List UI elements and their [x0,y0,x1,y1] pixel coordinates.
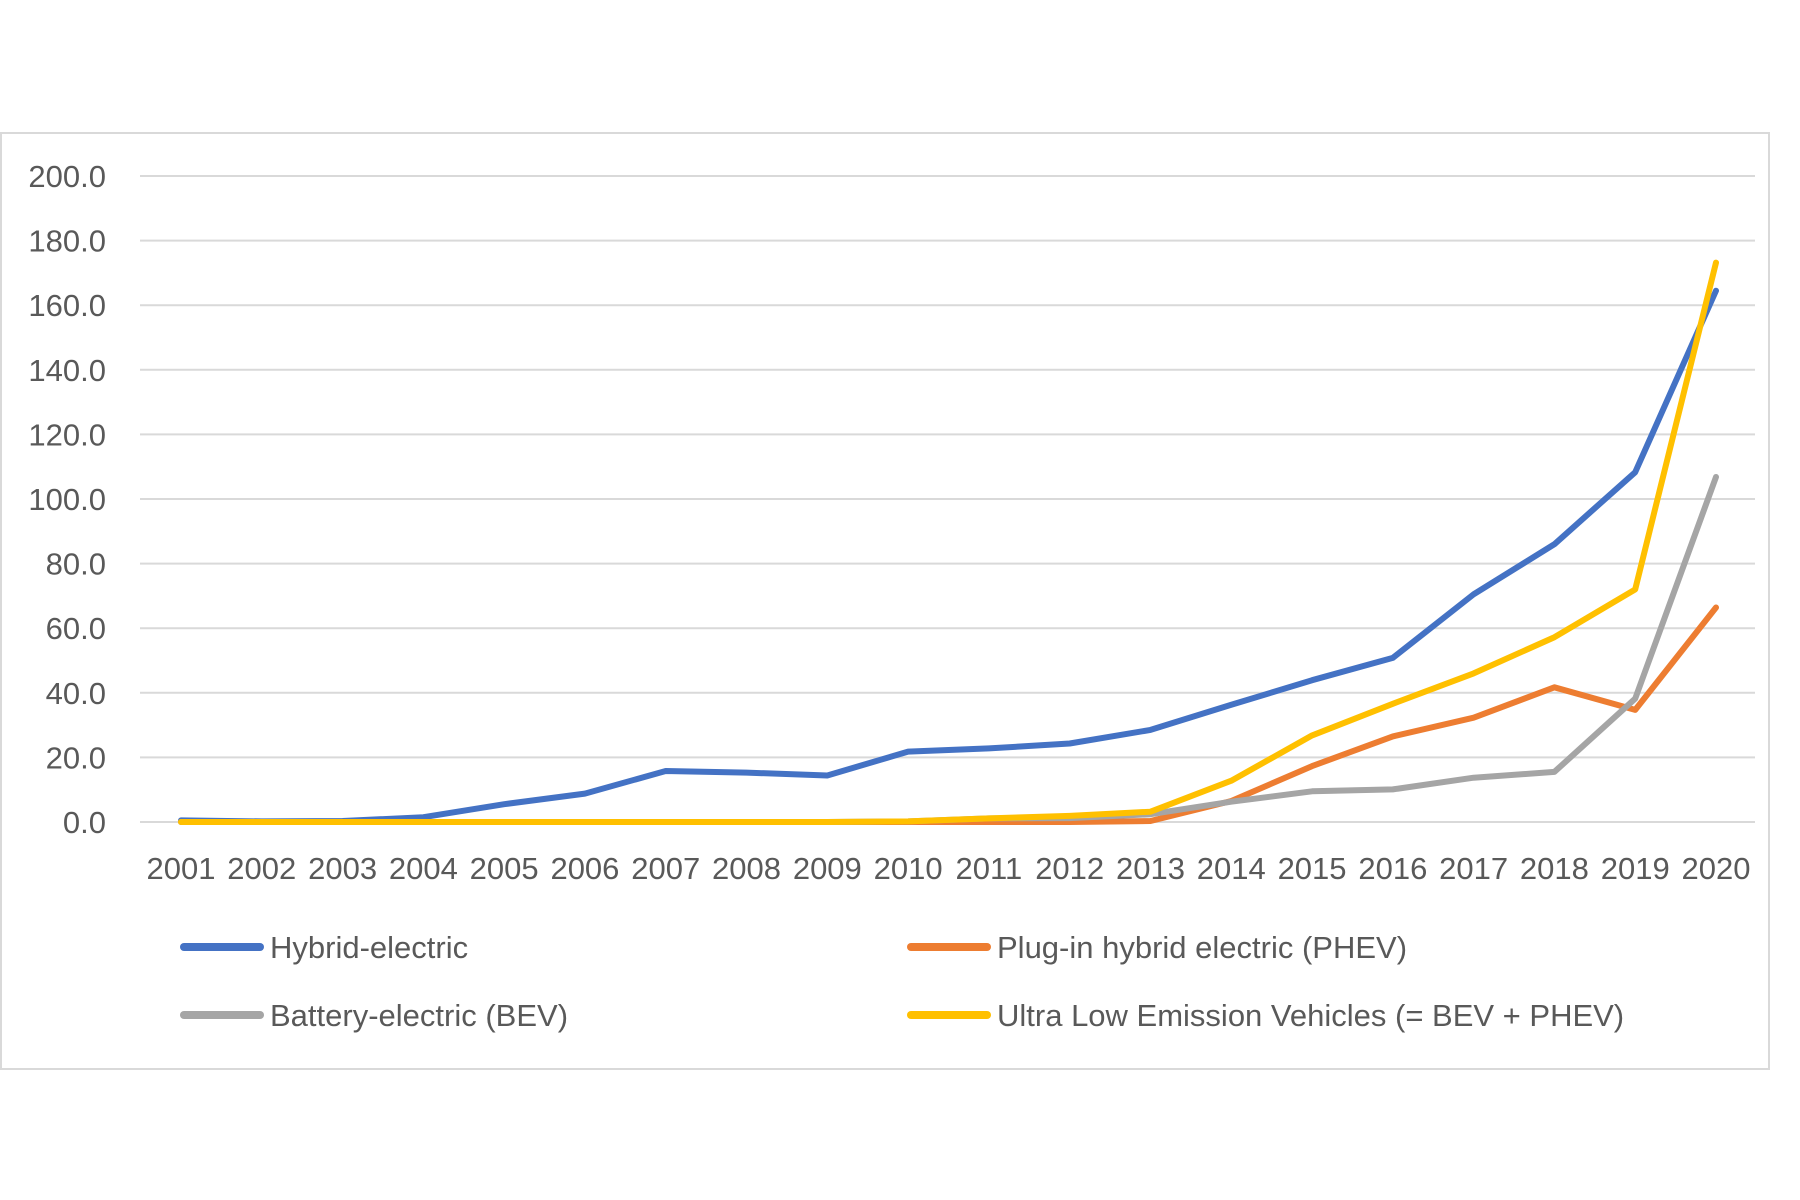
x-tick-label: 2018 [1520,851,1589,886]
y-tick-label: 0.0 [63,805,106,840]
x-tick-label: 2011 [956,851,1023,886]
y-tick-label: 200.0 [28,159,106,194]
legend-label: Plug-in hybrid electric (PHEV) [997,930,1407,965]
x-axis: 2001 2002 2003 2004 2005 2006 2007 2008 2009 2010… [147,851,1751,886]
x-tick-label: 2005 [470,851,539,886]
x-tick-label: 2019 [1601,851,1670,886]
series-lines [178,259,1719,825]
series-line-4 [178,259,1719,825]
series-line-3 [178,474,1719,825]
y-tick-label: 40.0 [46,676,106,711]
x-tick-label: 2015 [1278,851,1347,886]
x-tick-label: 2017 [1439,851,1508,886]
gridlines [140,175,1755,823]
legend-label: Battery-electric (BEV) [270,998,568,1033]
x-tick-label: 2006 [550,851,619,886]
legend-item: Plug-in hybrid electric (PHEV) [907,930,1407,965]
y-tick-label: 160.0 [28,288,106,323]
x-tick-label: 2001 [147,851,216,886]
y-tick-label: 120.0 [28,417,106,452]
y-tick-label: 80.0 [46,547,106,582]
y-tick-label: 100.0 [28,482,106,517]
chart-frame [0,132,1770,1070]
y-tick-label: 140.0 [28,353,106,388]
x-tick-label: 2009 [793,851,862,886]
x-tick-label: 2012 [1035,851,1104,886]
x-tick-label: 2008 [712,851,781,886]
legend-item: Battery-electric (BEV) [180,998,568,1033]
x-tick-label: 2010 [874,851,943,886]
y-axis: 0.0 20.0 40.0 60.0 80.0 100.0 120.0 140.0 160.0 1… [28,159,106,840]
y-tick-label: 180.0 [28,224,106,259]
legend-item: Ultra Low Emission Vehicles (= BEV + PHE… [907,998,1624,1033]
x-tick-label: 2014 [1197,851,1266,886]
series-line-2 [178,604,1719,825]
x-tick-label: 2007 [631,851,700,886]
x-tick-label: 2013 [1116,851,1185,886]
x-tick-label: 2002 [227,851,296,886]
legend-item: Hybrid-electric [180,930,468,965]
x-tick-label: 2003 [308,851,377,886]
legend-label: Hybrid-electric [270,930,468,965]
y-tick-label: 20.0 [46,740,106,775]
legend: Hybrid-electric Plug-in hybrid electric (… [180,930,1624,1033]
x-tick-label: 2016 [1358,851,1427,886]
y-tick-label: 60.0 [46,611,106,646]
x-tick-label: 2020 [1682,851,1751,886]
series-line-1 [178,287,1719,825]
legend-label: Ultra Low Emission Vehicles (= BEV + PHE… [997,998,1624,1033]
x-tick-label: 2004 [389,851,458,886]
